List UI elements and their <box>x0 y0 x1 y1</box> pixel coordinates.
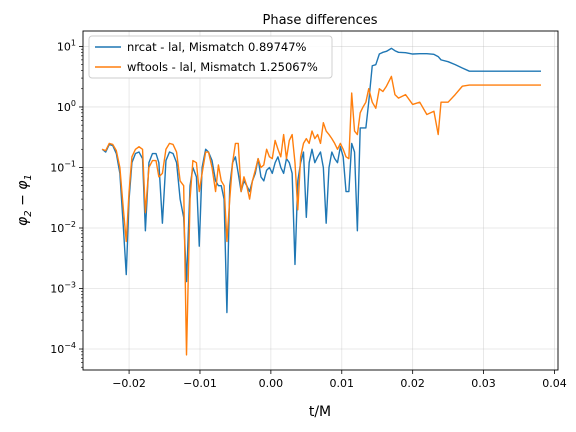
x-tick-label-6: 0.04 <box>542 377 567 390</box>
y-tick-base-3: 10 <box>50 161 64 174</box>
x-tick-label-3: 0.01 <box>330 377 355 390</box>
chart-title: Phase differences <box>263 13 378 28</box>
legend: nrcat - lal, Mismatch 0.89747% wftools -… <box>89 36 332 78</box>
y-tick-base-1: 10 <box>50 283 64 296</box>
y-tick-exponent-3: −1 <box>64 159 76 168</box>
legend-label-wftools: wftools - lal, Mismatch 1.25067% <box>127 60 318 74</box>
y-tick-exponent-4: 0 <box>71 99 76 108</box>
y-tick-exponent-1: −3 <box>64 281 76 290</box>
y-tick-base-5: 10 <box>57 40 71 53</box>
x-tick-label-5: 0.03 <box>471 377 496 390</box>
y-tick-exponent-2: −2 <box>64 220 76 229</box>
x-tick-label-0: −0.02 <box>112 377 146 390</box>
y-tick-exponent-0: −4 <box>64 341 76 350</box>
y-tick-base-0: 10 <box>50 343 64 356</box>
y-axis-title-minus: − <box>15 190 31 211</box>
y-tick-base-2: 10 <box>50 222 64 235</box>
legend-label-nrcat: nrcat - lal, Mismatch 0.89747% <box>127 40 307 54</box>
y-tick-exponent-5: 1 <box>71 38 76 47</box>
x-tick-label-1: −0.01 <box>183 377 217 390</box>
y-axis-title-sub1: 1 <box>23 174 34 180</box>
y-tick-base-4: 10 <box>57 101 71 114</box>
x-tick-label-2: 0.00 <box>259 377 284 390</box>
x-axis-title: t/M <box>309 404 331 420</box>
x-tick-label-4: 0.02 <box>400 377 425 390</box>
